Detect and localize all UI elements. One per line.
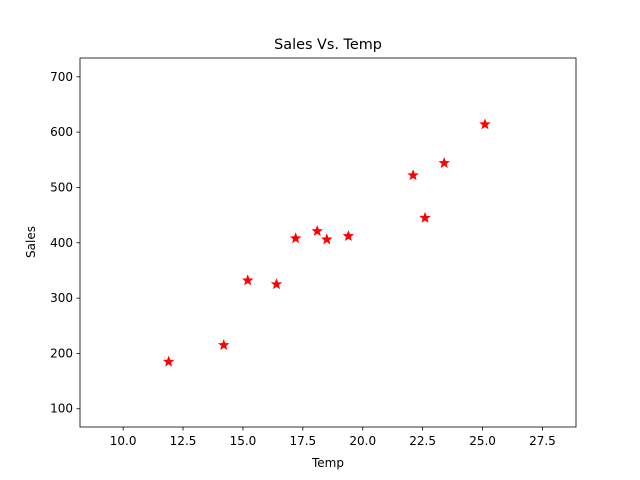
data-point [218,339,230,351]
data-point [241,274,254,286]
plot-frame [79,57,577,428]
y-tick-label: 100 [50,402,73,416]
data-point [438,157,450,169]
data-point [162,355,175,367]
y-tick-label: 600 [50,125,73,139]
x-axis-label: Temp [311,456,344,470]
chart-title: Sales Vs. Temp [274,37,382,53]
y-tick-label: 200 [50,346,73,360]
x-tick-label: 22.5 [409,434,436,448]
data-point [407,169,419,181]
y-axis-ticks: 100 200 300 400 500 600 700 [50,70,80,416]
x-tick-label: 20.0 [349,434,376,448]
x-tick-label: 25.0 [469,434,496,448]
data-point [419,211,431,223]
y-tick-label: 300 [50,291,73,305]
data-point [289,232,302,244]
x-axis-ticks: 10.0 12.5 15.0 17.5 20.0 22.5 25.0 27.5 [110,427,556,448]
x-tick-label: 17.5 [289,434,316,448]
x-tick-label: 10.0 [110,434,137,448]
y-tick-label: 500 [50,180,73,194]
data-points-layer [162,118,491,367]
y-tick-label: 700 [50,70,73,84]
y-axis-label: Sales [24,226,38,258]
data-point [321,233,333,245]
data-point [270,278,283,290]
y-tick-label: 400 [50,236,73,250]
data-point [479,118,491,130]
x-tick-label: 12.5 [170,434,197,448]
data-point [342,230,355,242]
data-point [311,225,323,237]
x-tick-label: 15.0 [230,434,257,448]
x-tick-label: 27.5 [529,434,556,448]
